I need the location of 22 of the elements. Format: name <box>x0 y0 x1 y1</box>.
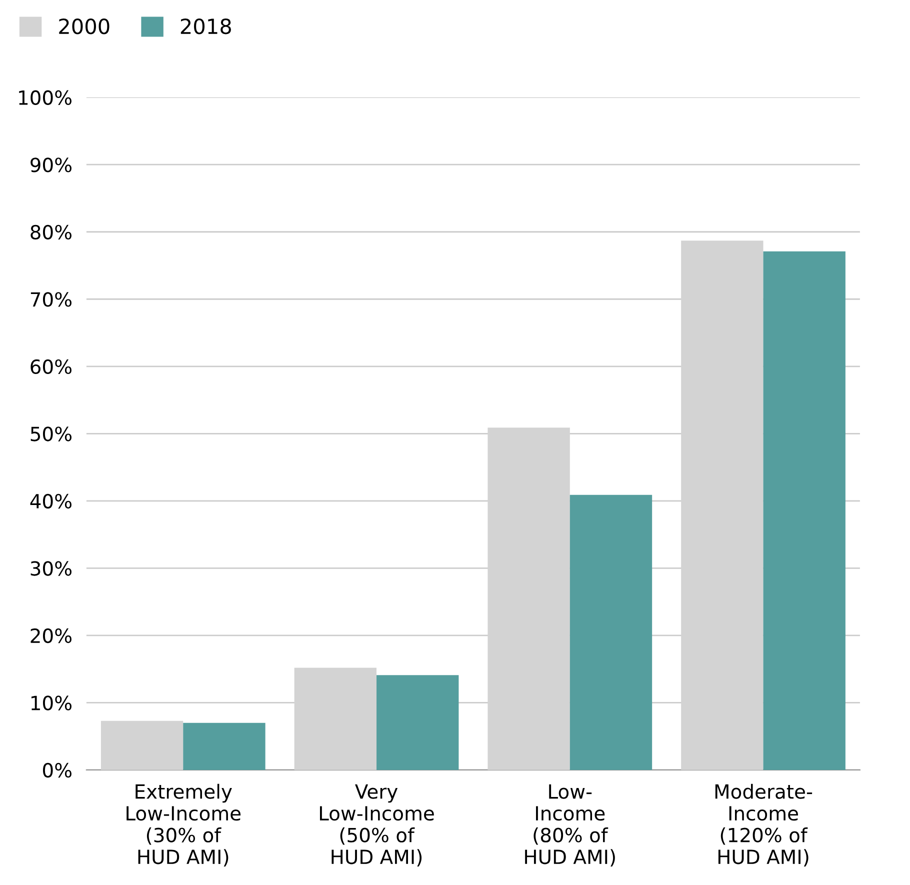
y-tick-label: 90% <box>30 158 72 172</box>
y-tick-label: 10% <box>31 696 72 710</box>
legend-label: 2000 <box>59 18 110 34</box>
y-tick-label: 30% <box>30 561 72 576</box>
y-tick-label: 50% <box>30 426 72 442</box>
x-tick-label: Moderate- Income (120% of HUD AMI) <box>715 784 812 866</box>
bar <box>570 494 652 770</box>
bar <box>376 675 459 770</box>
x-tick-label: Extremely Low-Income (30% of HUD AMI) <box>126 784 241 866</box>
y-tick-label: 60% <box>30 359 72 374</box>
y-tick-label: 40% <box>30 494 72 509</box>
y-tick-label: 100% <box>19 90 72 106</box>
y-tick-label: 0% <box>42 762 72 778</box>
legend-label: 2018 <box>180 18 231 34</box>
y-tick-label: 80% <box>30 224 72 240</box>
x-tick-label: Very Low-Income (50% of HUD AMI) <box>320 784 434 866</box>
bar <box>183 722 266 770</box>
bar <box>100 720 184 770</box>
bar <box>763 251 846 770</box>
y-tick-label: 20% <box>30 628 72 644</box>
y-tick-label: 70% <box>30 292 72 307</box>
x-tick-label: Low- Income (80% of HUD AMI) <box>525 784 615 866</box>
